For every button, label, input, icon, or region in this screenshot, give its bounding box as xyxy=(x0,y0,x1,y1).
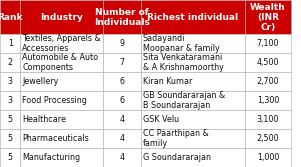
Text: 5: 5 xyxy=(8,153,13,162)
Text: Pharmaceuticals: Pharmaceuticals xyxy=(22,134,89,143)
Bar xyxy=(103,0,141,34)
Bar xyxy=(20,72,103,91)
Bar xyxy=(103,148,141,167)
Bar xyxy=(0,110,20,129)
Bar xyxy=(103,110,141,129)
Text: Rank: Rank xyxy=(0,13,23,22)
Text: 3: 3 xyxy=(8,96,13,105)
Text: Textiles, Apparels &
Accessories: Textiles, Apparels & Accessories xyxy=(22,34,101,53)
Text: 2,700: 2,700 xyxy=(257,77,279,86)
Bar xyxy=(245,110,291,129)
Text: Kiran Kumar: Kiran Kumar xyxy=(143,77,192,86)
Bar xyxy=(0,0,20,34)
Text: 4,500: 4,500 xyxy=(257,58,279,67)
Text: 3: 3 xyxy=(8,77,13,86)
Bar xyxy=(103,34,141,53)
Bar xyxy=(245,129,291,148)
Bar xyxy=(141,148,245,167)
Bar xyxy=(0,148,20,167)
Bar xyxy=(245,34,291,53)
Text: 4: 4 xyxy=(119,134,125,143)
Bar xyxy=(0,91,20,110)
Bar xyxy=(245,0,291,34)
Text: 4: 4 xyxy=(119,153,125,162)
Bar xyxy=(103,91,141,110)
Text: 7,100: 7,100 xyxy=(257,39,279,48)
Text: 5: 5 xyxy=(8,134,13,143)
Text: G Soundararajan: G Soundararajan xyxy=(143,153,211,162)
Bar xyxy=(141,34,245,53)
Text: 4: 4 xyxy=(119,115,125,124)
Bar xyxy=(0,34,20,53)
Text: GB Soundararajan &
B Soundararajan: GB Soundararajan & B Soundararajan xyxy=(143,91,225,110)
Bar xyxy=(0,53,20,72)
Bar xyxy=(141,110,245,129)
Text: 9: 9 xyxy=(119,39,125,48)
Text: GSK Velu: GSK Velu xyxy=(143,115,179,124)
Text: 7: 7 xyxy=(119,58,125,67)
Text: 1,000: 1,000 xyxy=(257,153,279,162)
Bar xyxy=(20,34,103,53)
Text: Industry: Industry xyxy=(40,13,83,22)
Text: Healthcare: Healthcare xyxy=(22,115,66,124)
Bar xyxy=(245,91,291,110)
Bar xyxy=(0,72,20,91)
Text: Wealth
(INR
Cr): Wealth (INR Cr) xyxy=(250,3,286,32)
Text: 1,300: 1,300 xyxy=(257,96,279,105)
Text: 1: 1 xyxy=(8,39,13,48)
Text: 2: 2 xyxy=(8,58,13,67)
Text: Manufacturing: Manufacturing xyxy=(22,153,80,162)
Bar xyxy=(20,53,103,72)
Bar xyxy=(141,129,245,148)
Bar xyxy=(20,129,103,148)
Bar xyxy=(141,72,245,91)
Bar xyxy=(103,53,141,72)
Text: Sita Venkataramani
& A Krishnamoorthy: Sita Venkataramani & A Krishnamoorthy xyxy=(143,53,224,72)
Bar xyxy=(20,110,103,129)
Text: Sadayandi
Moopanar & family: Sadayandi Moopanar & family xyxy=(143,34,219,53)
Bar xyxy=(0,129,20,148)
Text: 5: 5 xyxy=(8,115,13,124)
Text: 6: 6 xyxy=(119,96,125,105)
Text: Number of
Individuals: Number of Individuals xyxy=(94,8,150,27)
Text: 2,500: 2,500 xyxy=(257,134,279,143)
Text: CC Paarthipan &
family: CC Paarthipan & family xyxy=(143,129,208,148)
Bar xyxy=(245,148,291,167)
Text: 6: 6 xyxy=(119,77,125,86)
Bar xyxy=(20,91,103,110)
Bar xyxy=(20,148,103,167)
Bar xyxy=(103,129,141,148)
Text: Jewellery: Jewellery xyxy=(22,77,59,86)
Bar xyxy=(245,72,291,91)
Bar xyxy=(245,53,291,72)
Text: 3,100: 3,100 xyxy=(257,115,279,124)
Text: Automobile & Auto
Components: Automobile & Auto Components xyxy=(22,53,98,72)
Bar xyxy=(141,91,245,110)
Text: Richest individual: Richest individual xyxy=(147,13,238,22)
Bar xyxy=(20,0,103,34)
Bar xyxy=(141,53,245,72)
Text: Food Processing: Food Processing xyxy=(22,96,87,105)
Bar xyxy=(141,0,245,34)
Bar xyxy=(103,72,141,91)
